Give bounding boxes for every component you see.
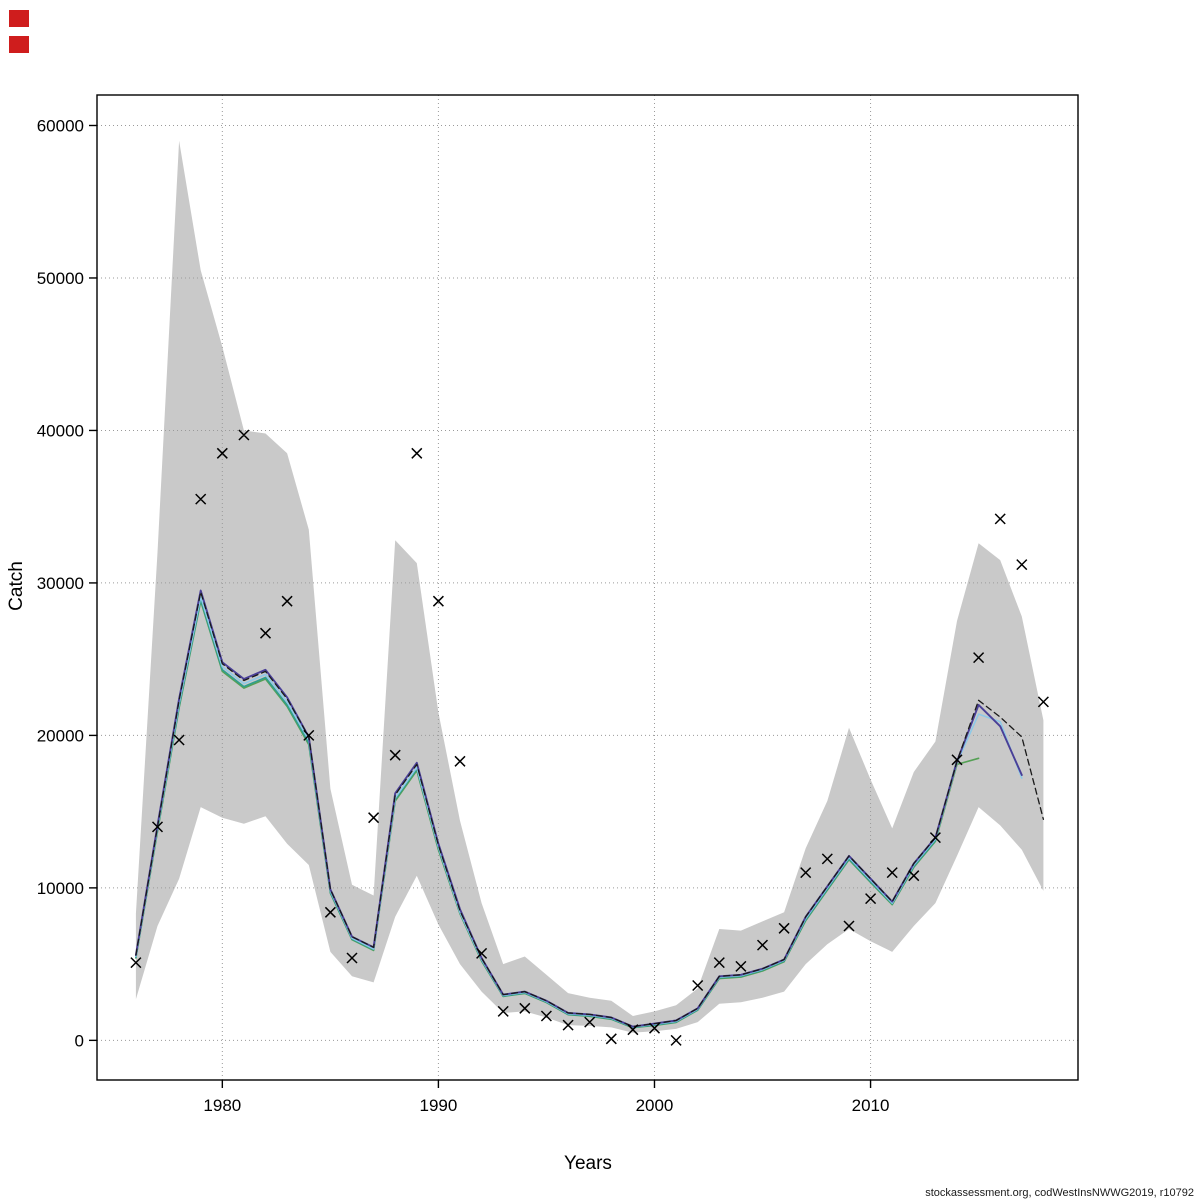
footer-credit: stockassessment.org, codWestInsNWWG2019,… xyxy=(925,1187,1194,1199)
y-tick-label: 20000 xyxy=(37,726,84,745)
y-tick-label: 0 xyxy=(75,1031,84,1050)
red-badge-bottom xyxy=(9,36,29,53)
y-tick-label: 60000 xyxy=(37,116,84,135)
x-tick-label: 1990 xyxy=(419,1096,457,1115)
y-tick-label: 10000 xyxy=(37,879,84,898)
y-tick-label: 50000 xyxy=(37,269,84,288)
x-axis-label: Years xyxy=(564,1153,612,1174)
y-tick-label: 40000 xyxy=(37,421,84,440)
red-badge-top xyxy=(9,10,29,27)
x-tick-label: 2010 xyxy=(852,1096,890,1115)
y-axis-label: Catch xyxy=(6,561,27,611)
plot-border xyxy=(96,94,1079,1081)
x-tick-label: 2000 xyxy=(636,1096,674,1115)
confidence-band xyxy=(135,140,1044,1033)
observation-marks xyxy=(130,429,1049,1046)
x-tick-label: 1980 xyxy=(203,1096,241,1115)
y-tick-label: 30000 xyxy=(37,574,84,593)
fit-mean-dashed-line xyxy=(135,591,1045,1028)
